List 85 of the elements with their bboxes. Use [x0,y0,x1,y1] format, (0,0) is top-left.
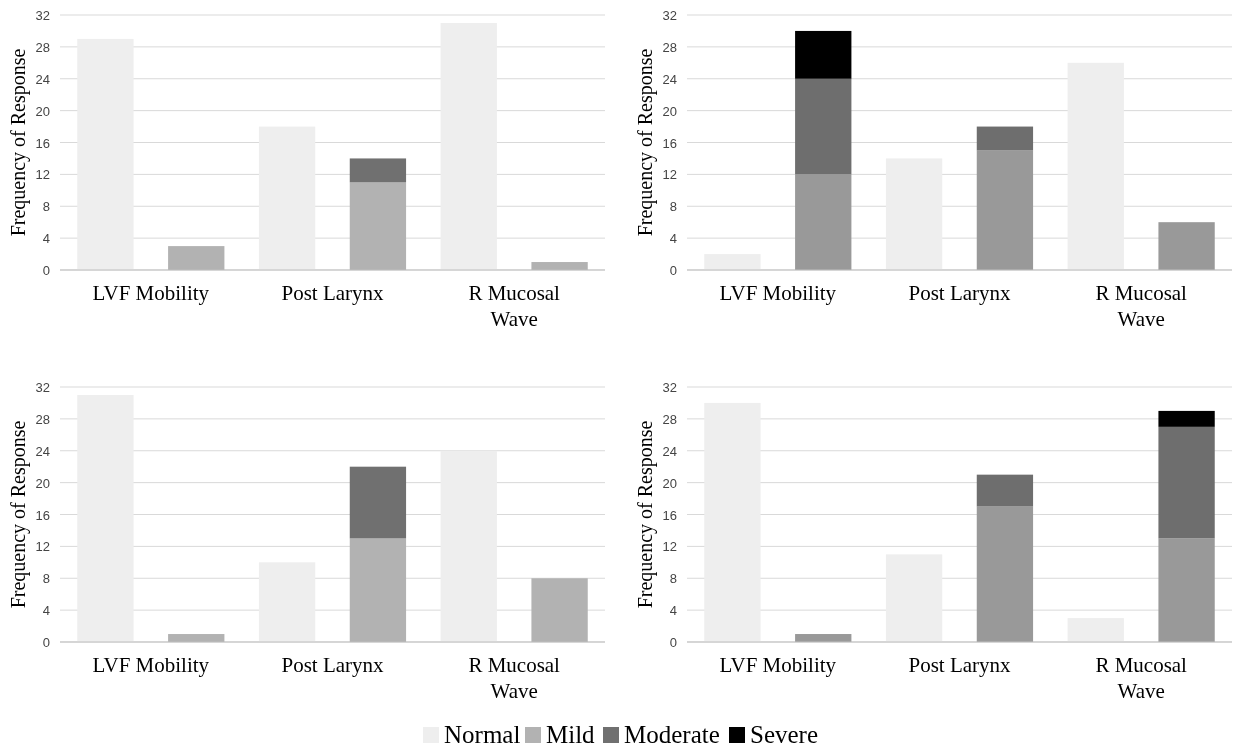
y-tick-label: 8 [42,571,50,587]
bar [1158,426,1215,539]
y-tick-label: 0 [42,263,50,278]
x-tick-label: LVF Mobility [719,653,837,677]
bar [976,474,1034,507]
legend-label: Normal [444,721,521,748]
y-tick-label: 12 [35,167,50,183]
y-tick-label: 12 [35,539,50,555]
y-tick-label: 0 [669,635,677,650]
x-tick-label: Post Larynx [908,653,1012,677]
y-tick-label: 28 [35,411,50,427]
y-tick-label: 24 [662,71,677,87]
x-tick-label: R Mucosal Wave [1095,281,1188,331]
y-axis-title: Frequency of Response [634,48,657,237]
y-tick-label: 24 [662,443,677,459]
bar [349,538,407,642]
x-tick-label: LVF Mobility [719,281,837,305]
bar [976,126,1034,151]
x-tick-label: R Mucosal Wave [1095,653,1188,703]
bar [440,22,497,270]
y-tick-label: 32 [35,8,50,23]
legend-label: Moderate [624,721,720,748]
bar [795,174,852,270]
y-tick-label: 32 [662,8,677,23]
y-tick-label: 16 [35,507,50,523]
legend-label: Severe [750,721,819,748]
bar [77,38,134,270]
y-tick-label: 32 [35,380,50,395]
x-tick-label: Post Larynx [281,281,385,305]
y-tick-label: 4 [669,603,677,619]
y-tick-label: 20 [35,103,50,119]
x-tick-label: LVF Mobility [92,281,210,305]
bar [258,126,316,270]
y-tick-label: 16 [35,135,50,151]
bar [976,506,1034,642]
y-tick-label: 4 [669,231,677,247]
bar [168,246,225,270]
bar [1067,62,1124,270]
bar [1067,618,1124,642]
y-tick-label: 20 [35,475,50,491]
legend-label: Mild [546,721,596,748]
bar [258,562,316,642]
bar [440,450,497,642]
y-tick-label: 8 [669,571,677,587]
bar [976,150,1034,270]
bar [885,554,943,642]
y-tick-label: 28 [662,411,677,427]
y-tick-label: 12 [662,167,677,183]
bar [795,78,852,175]
bar [531,578,588,642]
y-tick-label: 24 [35,443,50,459]
bar [349,182,407,270]
bar [1158,222,1215,270]
y-tick-label: 28 [35,39,50,55]
y-axis-title: Frequency of Response [7,420,30,609]
y-axis-title: Frequency of Response [634,420,657,609]
y-tick-label: 20 [662,103,677,119]
bar [704,402,761,642]
x-tick-label: LVF Mobility [92,653,210,677]
y-tick-label: 12 [662,539,677,555]
y-tick-label: 8 [42,199,50,215]
bar [704,254,761,270]
y-tick-label: 16 [662,135,677,151]
bar [885,158,943,270]
y-tick-label: 32 [662,380,677,395]
y-tick-label: 24 [35,71,50,87]
bar [795,30,852,79]
bar [349,158,407,183]
y-tick-label: 0 [42,635,50,650]
y-tick-label: 8 [669,199,677,215]
y-tick-label: 4 [42,603,50,619]
y-axis-title: Frequency of Response [7,48,30,237]
y-tick-label: 16 [662,507,677,523]
x-tick-label: Post Larynx [281,653,385,677]
x-tick-label: R Mucosal Wave [468,281,561,331]
y-tick-label: 28 [662,39,677,55]
x-tick-label: Post Larynx [908,281,1012,305]
bar [1158,538,1215,642]
y-tick-label: 0 [669,263,677,278]
bar [1158,410,1215,427]
bar [77,394,134,642]
y-tick-label: 20 [662,475,677,491]
bar [349,466,407,539]
y-tick-label: 4 [42,231,50,247]
x-tick-label: R Mucosal Wave [468,653,561,703]
